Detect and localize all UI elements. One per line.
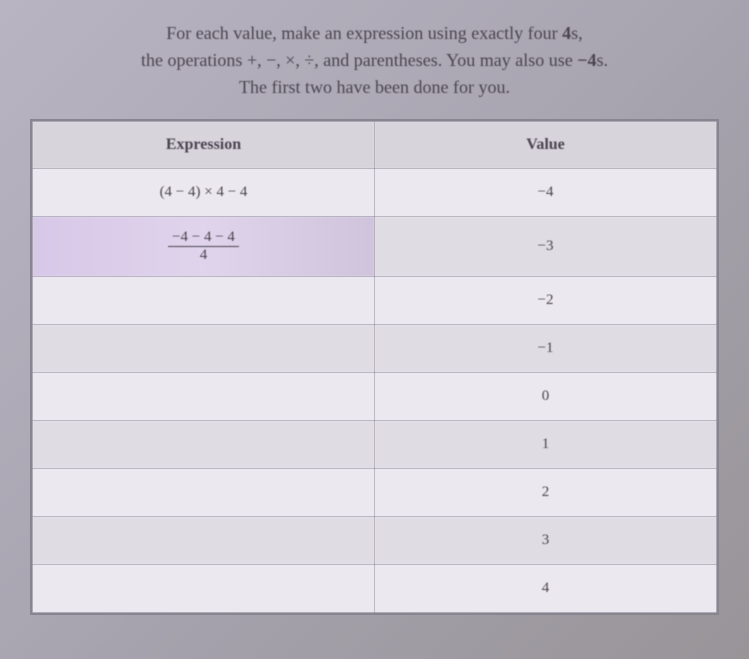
fraction-expression: −4 − 4 − 4 4 bbox=[168, 229, 239, 264]
value-cell: 1 bbox=[375, 421, 717, 469]
table-body: (4 − 4) × 4 − 4 −4 −4 − 4 − 4 4 −3 −2 −1 bbox=[33, 169, 717, 613]
neg-four: −4 bbox=[577, 50, 596, 70]
expression-cell[interactable] bbox=[33, 421, 375, 469]
expression-cell[interactable] bbox=[33, 469, 375, 517]
fraction-denominator: 4 bbox=[168, 247, 239, 264]
table-row: 4 bbox=[33, 565, 717, 613]
header-value: Value bbox=[375, 122, 717, 169]
expression-table: Expression Value (4 − 4) × 4 − 4 −4 −4 −… bbox=[32, 121, 717, 613]
operations-list: +, −, ×, ÷ bbox=[247, 50, 314, 70]
expression-cell[interactable] bbox=[33, 517, 375, 565]
text: s. bbox=[597, 50, 609, 70]
header-expression: Expression bbox=[33, 122, 375, 169]
text: For each value, make an expression using… bbox=[166, 23, 562, 43]
table-row: −2 bbox=[33, 277, 717, 325]
expression-cell[interactable] bbox=[33, 325, 375, 373]
expression-cell[interactable] bbox=[33, 277, 375, 325]
expression-cell[interactable] bbox=[33, 373, 375, 421]
instruction-line-2: the operations +, −, ×, ÷, and parenthes… bbox=[30, 47, 719, 74]
value-cell: −3 bbox=[375, 217, 717, 277]
value-cell: −4 bbox=[375, 169, 717, 217]
instruction-line-1: For each value, make an expression using… bbox=[30, 20, 719, 47]
expression-cell[interactable]: (4 − 4) × 4 − 4 bbox=[33, 169, 375, 217]
text: the operations bbox=[141, 50, 247, 70]
expression-table-container: Expression Value (4 − 4) × 4 − 4 −4 −4 −… bbox=[30, 119, 719, 615]
table-row: (4 − 4) × 4 − 4 −4 bbox=[33, 169, 717, 217]
table-row: 2 bbox=[33, 469, 717, 517]
instruction-line-3: The first two have been done for you. bbox=[30, 74, 719, 101]
value-cell: 4 bbox=[375, 565, 717, 613]
value-cell: −1 bbox=[375, 325, 717, 373]
table-row: 1 bbox=[33, 421, 717, 469]
table-header-row: Expression Value bbox=[33, 122, 717, 169]
text: , and parentheses. You may also use bbox=[314, 50, 577, 70]
value-cell: 0 bbox=[375, 373, 717, 421]
table-row: −1 bbox=[33, 325, 717, 373]
instructions-block: For each value, make an expression using… bbox=[30, 20, 719, 101]
fraction-numerator: −4 − 4 − 4 bbox=[168, 229, 239, 247]
table-row: 0 bbox=[33, 373, 717, 421]
four-digit: 4 bbox=[562, 23, 571, 43]
expression-cell[interactable] bbox=[33, 565, 375, 613]
text: s, bbox=[571, 23, 583, 43]
expression-cell[interactable]: −4 − 4 − 4 4 bbox=[33, 217, 375, 277]
table-row: 3 bbox=[33, 517, 717, 565]
value-cell: 2 bbox=[375, 469, 717, 517]
table-row: −4 − 4 − 4 4 −3 bbox=[33, 217, 717, 277]
value-cell: −2 bbox=[375, 277, 717, 325]
value-cell: 3 bbox=[375, 517, 717, 565]
